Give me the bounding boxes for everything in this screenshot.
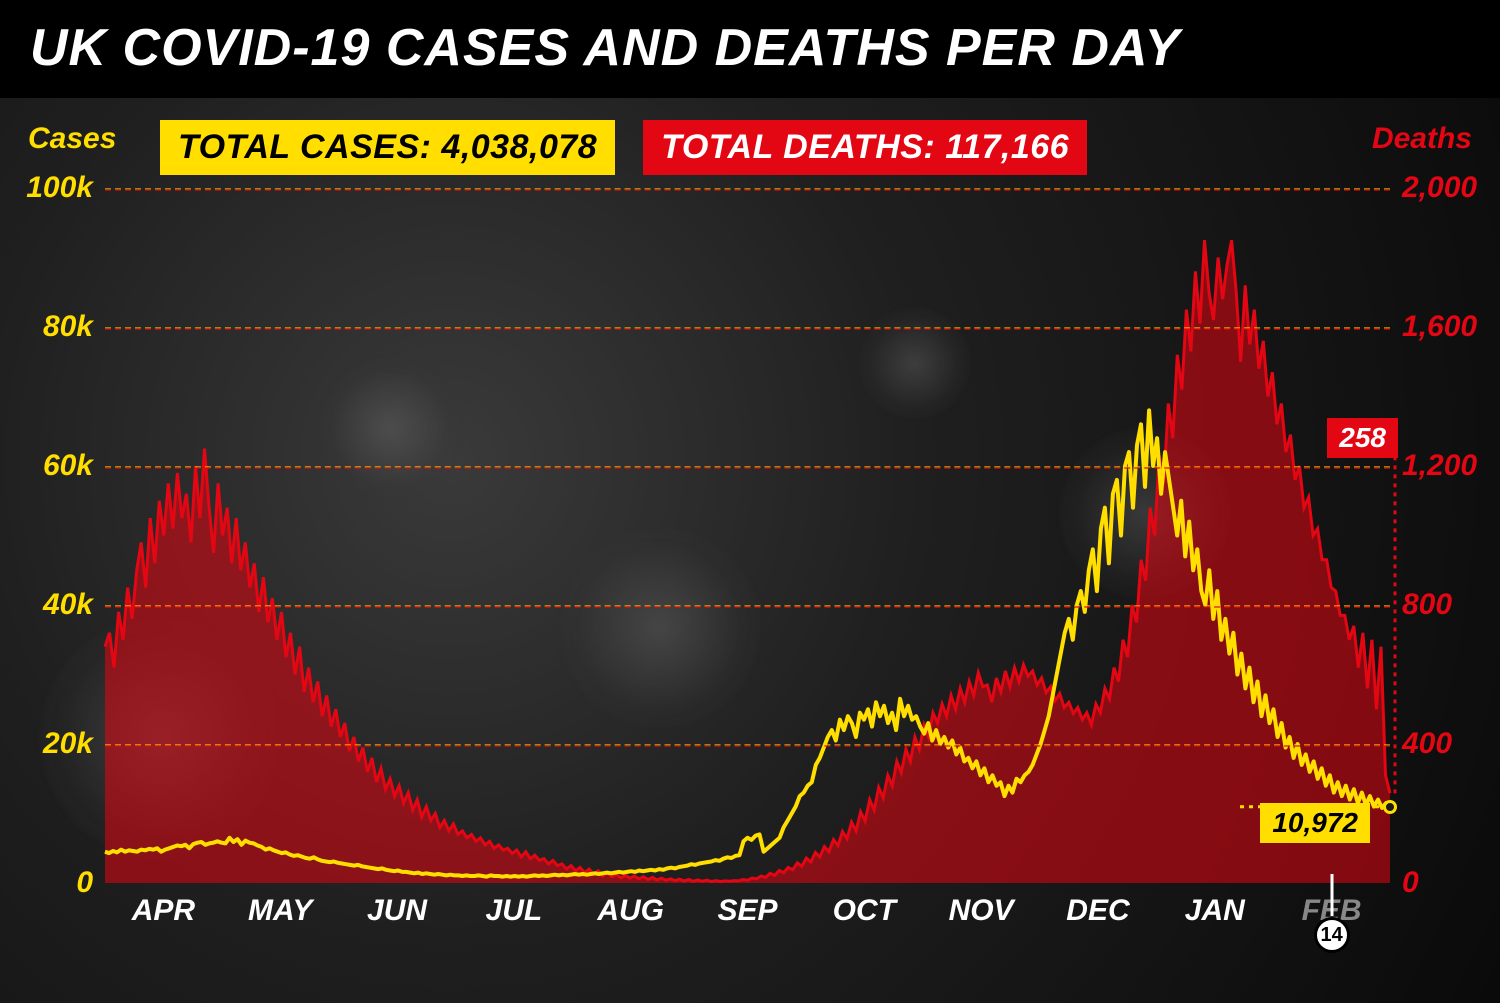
x-tick: MAY xyxy=(248,894,312,928)
grid-line xyxy=(105,606,1390,608)
x-tick: JUN xyxy=(367,894,427,928)
y-tick-right: 2,000 xyxy=(1402,171,1477,205)
chart-title: UK COVID-19 CASES AND DEATHS PER DAY xyxy=(30,18,1470,78)
plot-region: 020k40k60k80k100k04008001,2001,6002,000A… xyxy=(105,188,1390,883)
y-tick-left: 60k xyxy=(43,449,93,483)
x-tick: JAN xyxy=(1185,894,1245,928)
y-tick-right: 0 xyxy=(1402,866,1419,900)
cases-endpoint-marker xyxy=(1383,800,1397,814)
chart-svg xyxy=(105,188,1390,883)
y-tick-right: 400 xyxy=(1402,727,1452,761)
x-tick: JUL xyxy=(486,894,543,928)
grid-line xyxy=(105,189,1390,191)
chart-area: Cases Deaths TOTAL CASES: 4,038,078 TOTA… xyxy=(0,98,1500,1003)
grid-line xyxy=(105,745,1390,747)
total-deaths-badge: TOTAL DEATHS: 117,166 xyxy=(643,120,1087,175)
grid-line xyxy=(105,328,1390,330)
y-tick-right: 1,200 xyxy=(1402,449,1477,483)
y-tick-left: 0 xyxy=(76,866,93,900)
y-tick-left: 20k xyxy=(43,727,93,761)
x-tick: NOV xyxy=(949,894,1014,928)
y-tick-left: 40k xyxy=(43,588,93,622)
cases-callout: 10,972 xyxy=(1260,803,1370,843)
y-tick-left: 100k xyxy=(26,171,93,205)
left-axis-label: Cases xyxy=(28,122,116,156)
stat-badges: TOTAL CASES: 4,038,078 TOTAL DEATHS: 117… xyxy=(160,120,1087,175)
day-marker: 14 xyxy=(1314,917,1350,953)
x-tick: SEP xyxy=(717,894,777,928)
deaths-callout: 258 xyxy=(1327,418,1398,458)
x-tick: OCT xyxy=(833,894,896,928)
y-tick-left: 80k xyxy=(43,310,93,344)
title-bar: UK COVID-19 CASES AND DEATHS PER DAY xyxy=(0,0,1500,98)
y-tick-right: 800 xyxy=(1402,588,1452,622)
x-tick: APR xyxy=(132,894,195,928)
x-tick: AUG xyxy=(597,894,664,928)
grid-line xyxy=(105,467,1390,469)
y-tick-right: 1,600 xyxy=(1402,310,1477,344)
right-axis-label: Deaths xyxy=(1372,122,1472,156)
x-tick: DEC xyxy=(1066,894,1129,928)
total-cases-badge: TOTAL CASES: 4,038,078 xyxy=(160,120,615,175)
